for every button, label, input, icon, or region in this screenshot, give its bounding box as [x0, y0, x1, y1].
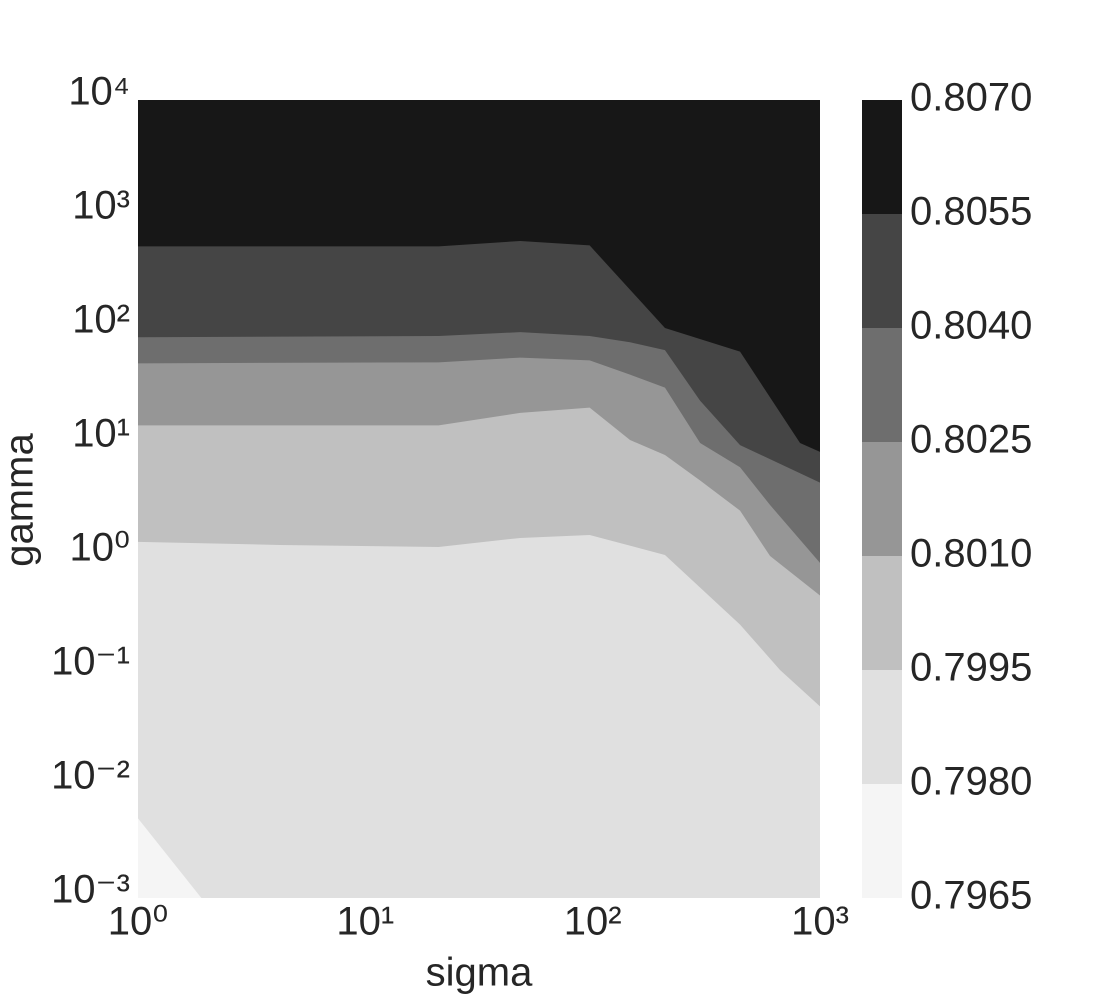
colorbar-band: [862, 214, 902, 328]
colorbar-band: [862, 556, 902, 670]
x-axis-label: sigma: [426, 951, 533, 995]
x-tick-label: 10⁰: [108, 900, 169, 944]
colorbar-tick-label: 0.7980: [910, 760, 1032, 804]
colorbar-tick-label: 0.8055: [910, 190, 1032, 234]
colorbar-band: [862, 100, 902, 214]
colorbar-tick-label: 0.8070: [910, 76, 1032, 120]
y-tick-label: 10⁻²: [51, 754, 130, 798]
colorbar-band: [862, 670, 902, 784]
colorbar-tick-label: 0.8040: [910, 304, 1032, 348]
x-tick-label: 10³: [791, 900, 849, 944]
colorbar-band: [862, 328, 902, 442]
colorbar-tick-label: 0.8010: [910, 532, 1032, 576]
y-tick-label: 10⁴: [68, 70, 130, 114]
colorbar-tick-label: 0.7965: [910, 874, 1032, 918]
y-tick-label: 10²: [72, 298, 130, 342]
colorbar-band: [862, 442, 902, 556]
contour-region: [138, 534, 820, 898]
y-axis-label: gamma: [0, 433, 42, 567]
y-tick-label: 10⁻¹: [51, 640, 130, 684]
colorbar-tick-label: 0.8025: [910, 418, 1032, 462]
y-tick-label: 10⁰: [69, 526, 130, 570]
y-tick-label: 10³: [72, 184, 130, 228]
y-tick-label: 10⁻³: [51, 868, 130, 912]
colorbar-band: [862, 784, 902, 898]
x-tick-label: 10²: [564, 900, 622, 944]
colorbar-tick-label: 0.7995: [910, 646, 1032, 690]
y-tick-label: 10¹: [72, 412, 130, 456]
x-tick-label: 10¹: [336, 900, 394, 944]
